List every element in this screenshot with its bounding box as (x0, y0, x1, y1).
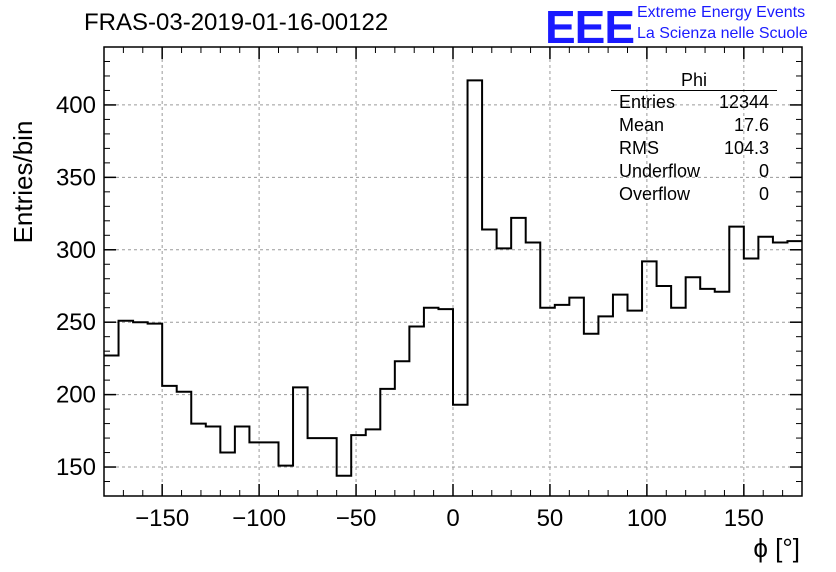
y-tick-label: 350 (56, 164, 96, 191)
y-tick-label: 150 (56, 454, 96, 481)
stats-value: 17.6 (733, 115, 769, 135)
stats-row: Mean 17.6 (611, 114, 777, 137)
stats-value: 104.3 (723, 138, 769, 158)
x-tick-label: −100 (232, 505, 286, 532)
stats-value: 0 (758, 161, 769, 181)
logo-line-1: Extreme Energy Events (637, 4, 806, 21)
y-axis-label: Entries/bin (8, 121, 38, 244)
stats-rows: Entries 12344 Mean 17.6 RMS 104.3 Underflow 0 Ov… (611, 91, 777, 206)
x-tick-label: 100 (627, 505, 667, 532)
run-title: FRAS-03-2019-01-16-00122 (84, 9, 389, 36)
stats-title: Phi (611, 70, 777, 91)
axis-ticks (103, 46, 803, 497)
x-tick-label: −150 (135, 505, 189, 532)
x-axis-label: ϕ [°] (753, 533, 800, 563)
eee-logo: EEE (545, 1, 635, 53)
stats-label: Overflow (619, 184, 691, 204)
stats-row: Entries 12344 (611, 91, 777, 114)
y-tick-label: 300 (56, 237, 96, 264)
histogram-series (104, 79, 802, 477)
x-tick-label: 0 (446, 505, 459, 532)
stats-value: 0 (758, 184, 769, 204)
stats-label: RMS (619, 138, 659, 158)
stats-box: Phi Entries 12344 Mean 17.6 RMS 104.3 Underflo… (611, 70, 777, 206)
x-tick-label: −50 (336, 505, 377, 532)
histogram-line (104, 79, 802, 477)
stats-row: Underflow 0 (611, 160, 777, 183)
x-tick-label: 50 (537, 505, 564, 532)
tick-labels: −150 −100 −50 0 50 100 150 150 200 250 300 350 400 (56, 92, 764, 532)
y-tick-label: 200 (56, 382, 96, 409)
stats-label: Underflow (619, 161, 701, 181)
stats-row: RMS 104.3 (611, 137, 777, 160)
stats-row: Overflow 0 (611, 183, 777, 206)
stats-value: 12344 (718, 92, 769, 112)
x-tick-label: 150 (724, 505, 764, 532)
stats-label: Entries (619, 92, 676, 112)
y-tick-label: 250 (56, 309, 96, 336)
stats-label: Mean (619, 115, 665, 135)
y-tick-label: 400 (56, 92, 96, 119)
logo-line-2: La Scienza nelle Scuole (637, 25, 808, 42)
